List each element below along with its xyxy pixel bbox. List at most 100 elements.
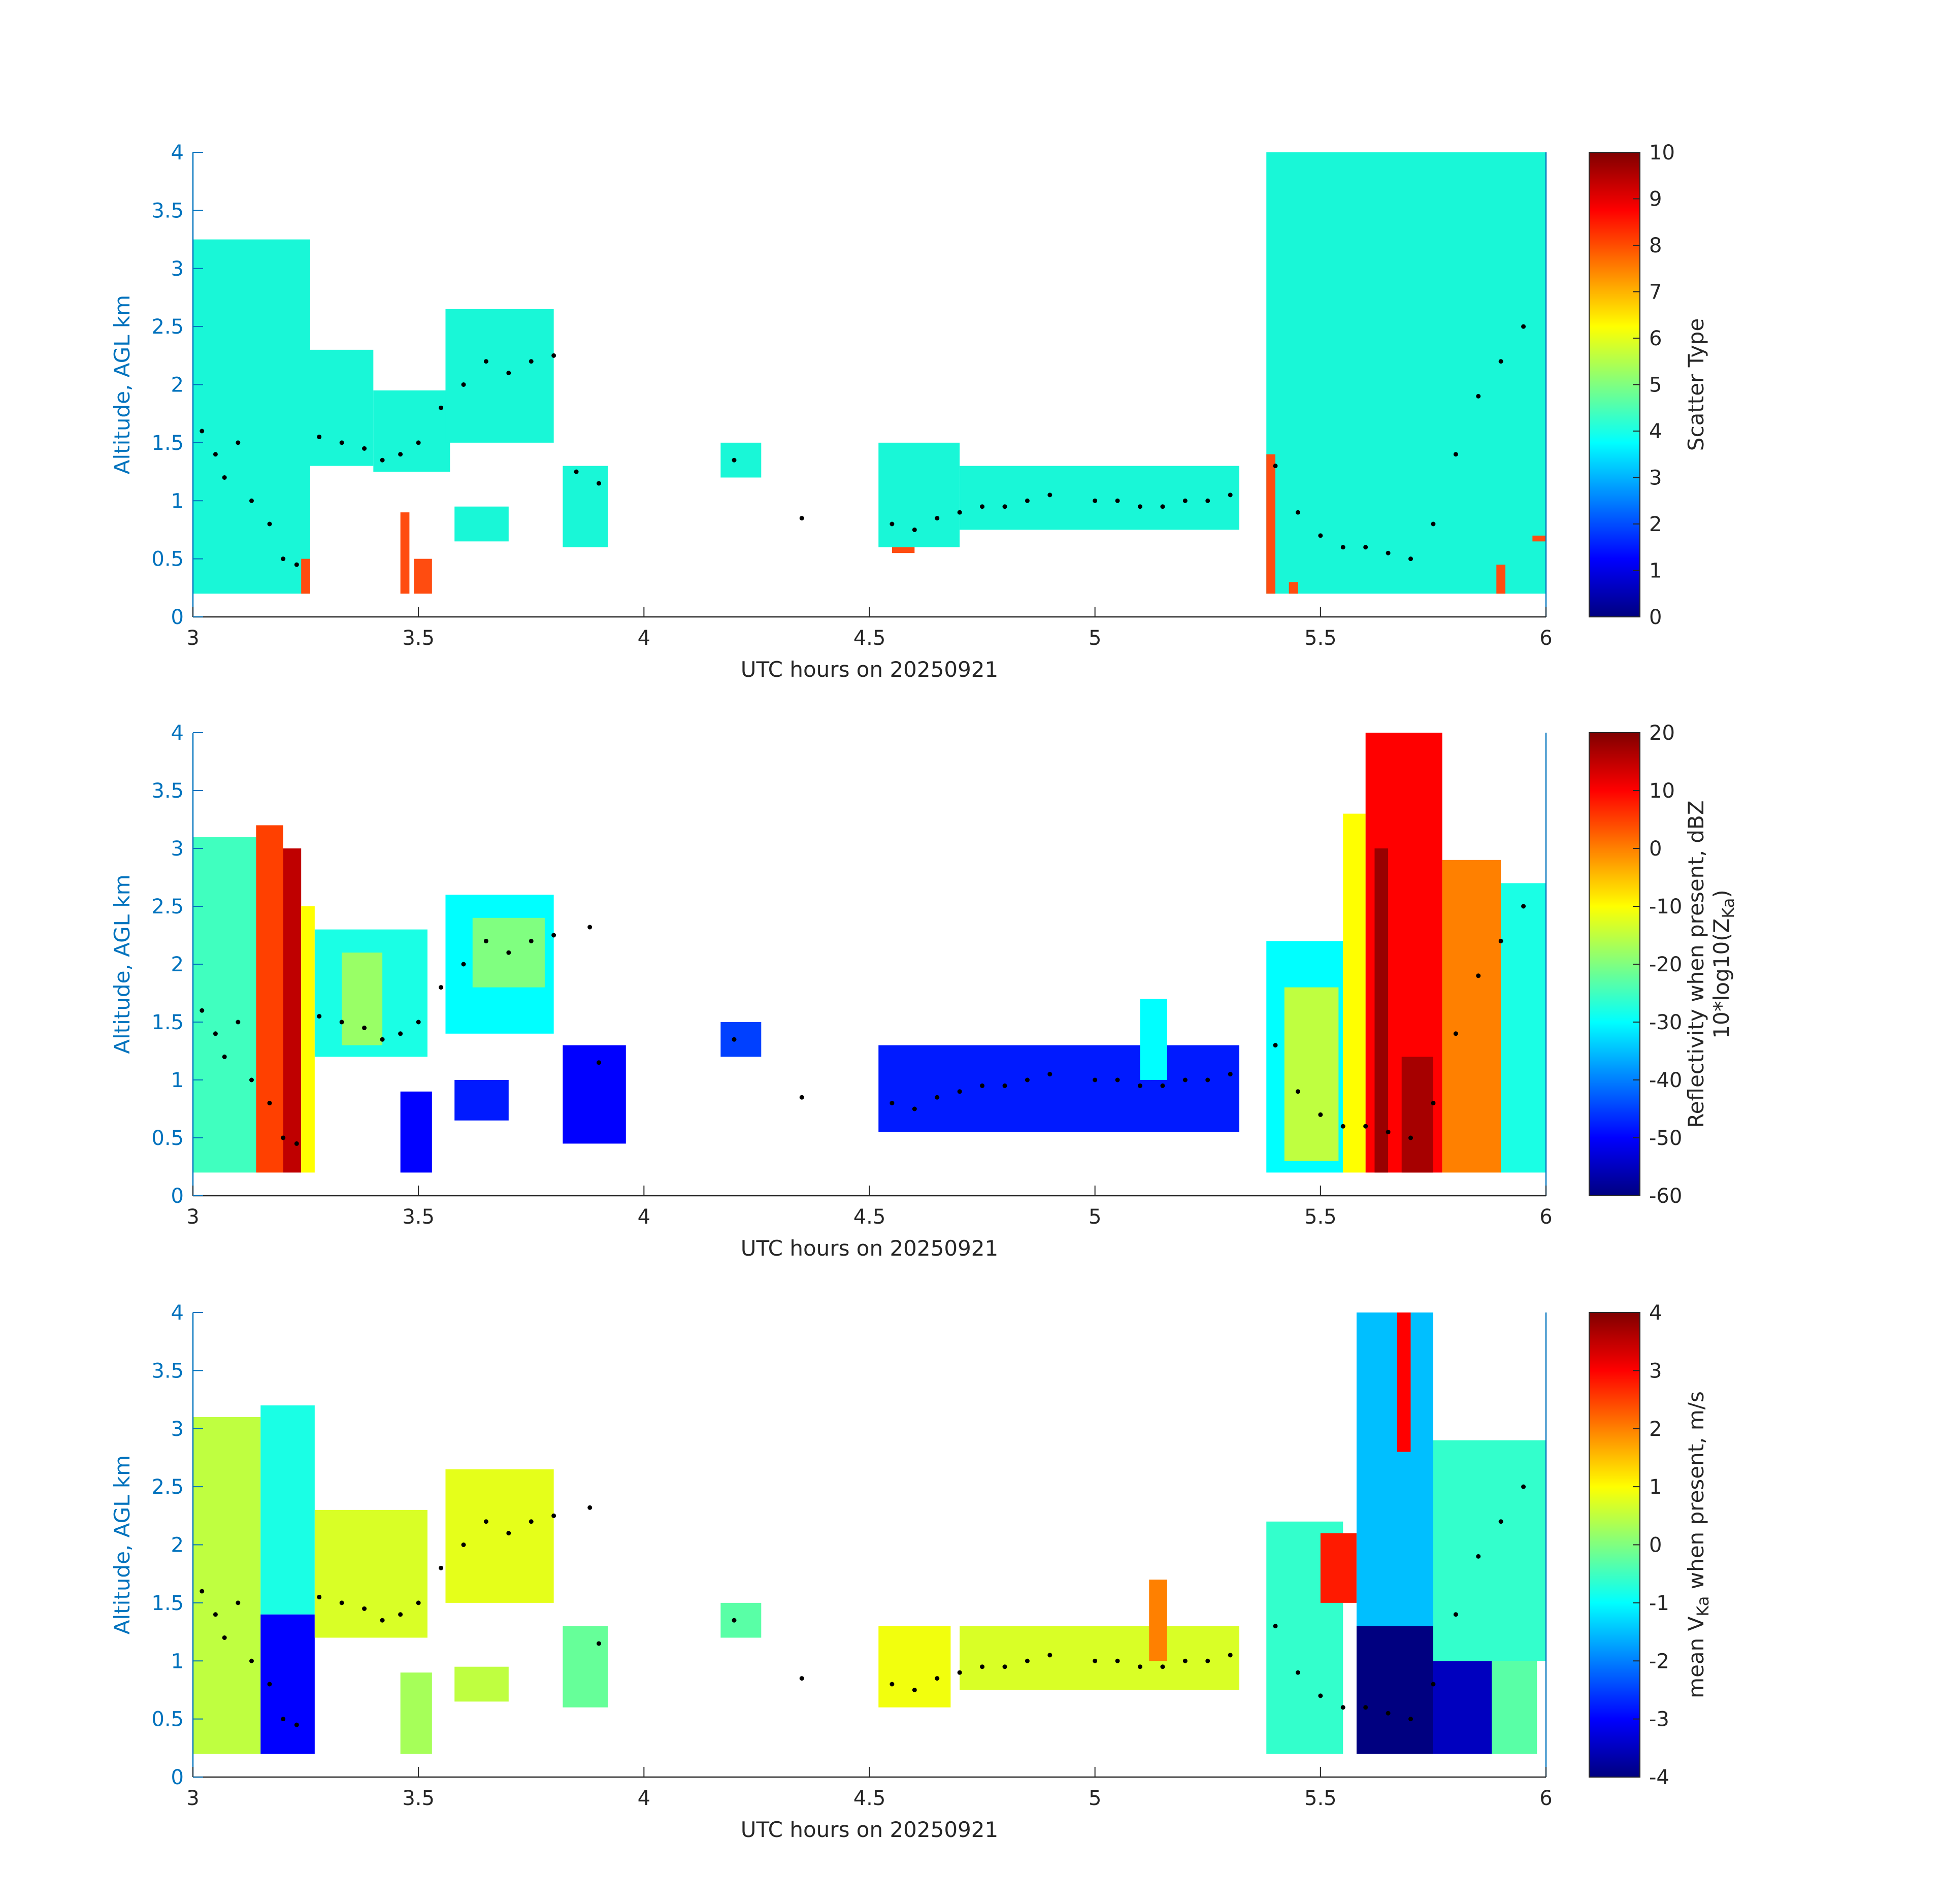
- marker-point: [362, 1606, 367, 1611]
- marker-point: [281, 1717, 286, 1722]
- data-cell-s0-9: [878, 1626, 951, 1708]
- marker-point: [1115, 1077, 1120, 1082]
- marker-point: [249, 1077, 254, 1082]
- colorbar-tick-label: 6: [1649, 327, 1662, 350]
- data-cell-s0-14: [1356, 1626, 1433, 1754]
- markers: [200, 904, 1526, 1146]
- y-tick-label: 4: [171, 721, 184, 745]
- x-tick-label: 4.5: [853, 627, 886, 650]
- data-cell-s0-4: [454, 506, 509, 542]
- y-tick-label: 1: [171, 489, 184, 513]
- colorbar-label: Scatter Type: [1684, 318, 1708, 451]
- data-cell-s0-3: [301, 906, 315, 1173]
- marker-point: [267, 1682, 272, 1687]
- x-tick-label: 4: [638, 1787, 650, 1810]
- marker-point: [1340, 545, 1345, 550]
- marker-point: [1047, 1072, 1052, 1077]
- data-cell-s0-8: [720, 1602, 762, 1638]
- marker-point: [551, 353, 556, 358]
- marker-point: [1160, 1664, 1165, 1669]
- x-tick-label: 6: [1539, 627, 1552, 650]
- marker-point: [236, 440, 241, 445]
- marker-point: [1093, 1077, 1098, 1082]
- data-cell-s0-6: [400, 1091, 432, 1173]
- marker-point: [1273, 1624, 1278, 1629]
- marker-point: [1431, 1101, 1436, 1106]
- panel-2: 3 3.5 4 4.5 5 5.5 6 0 0.5 1 1.5 2 2.5 3 3.5 4 UTC hours …: [110, 721, 1738, 1261]
- marker-point: [1521, 324, 1526, 329]
- marker-point: [732, 457, 737, 463]
- marker-point: [398, 1612, 403, 1617]
- marker-point: [339, 440, 344, 445]
- data-cell-s0-1: [310, 349, 374, 466]
- marker-point: [1498, 359, 1503, 364]
- y-tick-label: 0.5: [151, 548, 184, 571]
- data-cell-s0-20: [1442, 860, 1501, 1173]
- y-axis-label: Altitude, AGL km: [110, 874, 135, 1054]
- marker-point: [1363, 545, 1368, 550]
- panel-3: 3 3.5 4 4.5 5 5.5 6 0 0.5 1 1.5 2 2.5 3 3.5 4 UTC hours …: [110, 1301, 1713, 1842]
- colorbar-tick-label: 2: [1649, 1418, 1662, 1441]
- data-cell-s1-5: [1289, 582, 1298, 594]
- marker-point: [1047, 493, 1052, 498]
- marker-point: [339, 1600, 344, 1605]
- colorbar-label-line1: Reflectivity when present, dBZ: [1684, 800, 1708, 1128]
- y-tick-label: 2: [171, 1534, 184, 1557]
- colorbar-label-line2: 10*log10(ZKa): [1709, 890, 1738, 1039]
- marker-point: [1002, 504, 1007, 509]
- data-cell-s0-18: [1374, 848, 1389, 1173]
- data-cell-s0-2: [283, 848, 302, 1173]
- marker-point: [597, 1060, 601, 1065]
- data-cell-s0-15: [1284, 987, 1339, 1161]
- data-cell-s0-5: [445, 1469, 554, 1603]
- marker-point: [1093, 498, 1098, 503]
- marker-point: [935, 1676, 940, 1681]
- data-cell-s0-1: [260, 1405, 315, 1615]
- y-tick-label: 2.5: [151, 315, 184, 339]
- marker-point: [294, 562, 299, 567]
- data-cell-s0-9: [454, 1080, 509, 1121]
- colorbar: 0 1 2 3 4 5 6 7 8 9 10 Scatter Type: [1589, 141, 1708, 629]
- data-cell-s0-7: [878, 442, 960, 547]
- marker-point: [416, 1020, 421, 1025]
- data-cell-s0-3: [314, 1509, 427, 1638]
- marker-point: [213, 1612, 218, 1617]
- marker-point: [587, 925, 593, 930]
- marker-point: [236, 1600, 241, 1605]
- y-tick-label: 0: [171, 606, 184, 629]
- marker-point: [1273, 464, 1278, 469]
- colorbar-tick-label: 8: [1649, 234, 1662, 257]
- marker-point: [587, 1505, 593, 1510]
- marker-point: [1025, 498, 1030, 503]
- marker-point: [799, 516, 804, 521]
- y-axis-label: Altitude, AGL km: [110, 295, 135, 474]
- y-tick-label: 3: [171, 257, 184, 281]
- x-tick-label: 4.5: [853, 1787, 886, 1810]
- marker-point: [380, 1618, 385, 1623]
- data-cell-s0-10: [563, 1045, 626, 1144]
- y-tick-label: 3.5: [151, 199, 184, 222]
- marker-point: [1453, 1031, 1458, 1036]
- marker-point: [1476, 1554, 1481, 1559]
- marker-point: [1228, 1072, 1233, 1077]
- marker-point: [980, 504, 985, 509]
- x-tick-label: 3.5: [402, 1787, 435, 1810]
- marker-point: [267, 1101, 272, 1106]
- marker-point: [222, 1054, 227, 1059]
- data-cell-s0-3: [445, 309, 554, 443]
- marker-point: [416, 1600, 421, 1605]
- marker-point: [1498, 938, 1503, 943]
- marker-point: [380, 1037, 385, 1042]
- y-tick-label: 1: [171, 1069, 184, 1092]
- x-tick-label: 5.5: [1304, 627, 1337, 650]
- marker-point: [890, 521, 895, 527]
- colorbar-tick-label: -10: [1649, 895, 1682, 918]
- marker-point: [1453, 1612, 1458, 1617]
- marker-point: [1363, 1705, 1368, 1710]
- marker-point: [213, 1031, 218, 1036]
- colorbar-tick-label: -20: [1649, 953, 1682, 976]
- marker-point: [912, 1687, 917, 1692]
- marker-point: [461, 382, 466, 387]
- x-tick-label: 5: [1089, 627, 1101, 650]
- colorbar-tick-label: -4: [1649, 1766, 1669, 1789]
